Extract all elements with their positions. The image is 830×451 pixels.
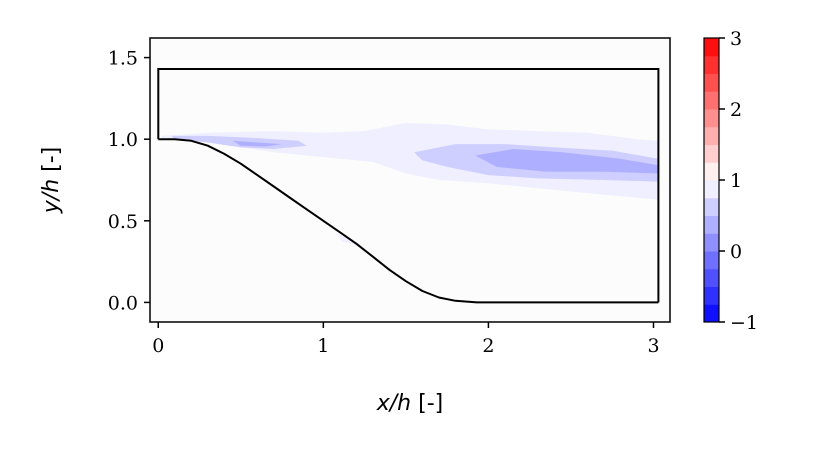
contour-fill-layer <box>161 122 659 246</box>
colorbar-level <box>704 73 719 92</box>
colorbar-level <box>704 197 719 216</box>
y-axis-label-var: y/h <box>39 179 64 214</box>
colorbar-tick-label: 2 <box>730 99 742 121</box>
y-tick-label: 0.0 <box>108 292 138 314</box>
colorbar-tick-label: 0 <box>730 241 742 263</box>
contour-downstream-inner <box>475 149 659 174</box>
x-tick-label: 0 <box>152 335 164 357</box>
y-tick-label: 1.5 <box>108 48 138 70</box>
colorbar-level <box>704 268 719 287</box>
plot-frame <box>149 37 671 323</box>
colorbar-level <box>704 162 719 181</box>
y-axis-ticks: 0.0 0.5 1.0 1.5 <box>108 48 150 314</box>
x-axis-ticks: 0 1 2 3 <box>152 322 660 357</box>
y-axis-label-unit: [-] <box>39 147 64 179</box>
colorbar-tick-label: 3 <box>730 28 742 50</box>
hill-profile-line <box>158 138 659 304</box>
domain-outline <box>157 68 660 303</box>
y-tick-label: 0.5 <box>108 211 138 233</box>
colorbar-level <box>704 251 719 270</box>
colorbar-level <box>704 304 719 323</box>
colorbar: −1 0 1 2 3 <box>703 28 758 334</box>
colorbar-level <box>704 126 719 145</box>
x-axis-label-unit: [-] <box>411 391 443 416</box>
x-tick-label: 2 <box>482 335 494 357</box>
colorbar-level <box>704 109 719 128</box>
contour-upstream-inner <box>232 140 283 147</box>
x-tick-label: 1 <box>317 335 329 357</box>
y-tick-label: 1.0 <box>108 129 138 151</box>
colorbar-level <box>704 215 719 234</box>
colorbar-level <box>704 91 719 110</box>
colorbar-tick-label: −1 <box>730 312 758 334</box>
geometry-lines <box>157 68 660 304</box>
x-tick-label: 3 <box>647 335 659 357</box>
colorbar-level <box>704 144 719 163</box>
x-axis-label: x/h [-] <box>376 391 443 416</box>
colorbar-level <box>704 180 719 199</box>
x-axis-label-var: x/h <box>376 391 411 416</box>
colorbar-level <box>704 55 719 74</box>
y-axis-label: y/h [-] <box>39 147 64 214</box>
colorbar-level <box>704 286 719 305</box>
colorbar-level <box>704 233 719 252</box>
colorbar-tick-label: 1 <box>730 170 742 192</box>
contour-separation-speck <box>334 232 357 246</box>
colorbar-level <box>704 38 719 57</box>
